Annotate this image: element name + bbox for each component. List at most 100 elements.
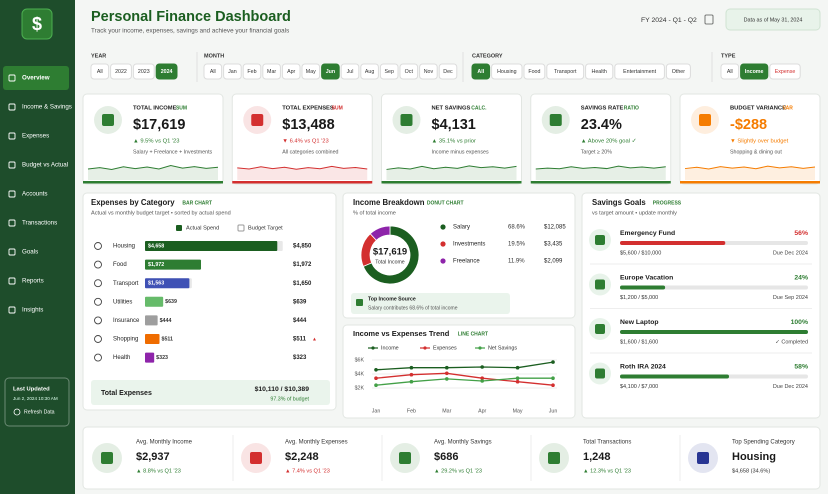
over-budget-alert: ▲ — [312, 336, 317, 342]
filter-option[interactable]: Housing — [497, 69, 516, 75]
nav-item[interactable]: Accounts — [22, 191, 47, 198]
filter-option[interactable]: Jun — [326, 69, 335, 75]
filter-button[interactable] — [203, 63, 223, 80]
filter-option[interactable]: Entertainment — [623, 69, 657, 75]
filter-button[interactable] — [281, 63, 301, 80]
filter-button[interactable] — [491, 63, 523, 80]
legend-swatch — [176, 225, 182, 231]
trend-point — [374, 368, 378, 372]
nav-item[interactable]: Overview — [22, 75, 50, 82]
logo-box — [21, 8, 53, 40]
stat-value: $2,937 — [136, 451, 170, 463]
filter-button[interactable] — [90, 63, 110, 80]
filter-option[interactable]: May — [306, 69, 316, 75]
refresh-button[interactable]: Refresh Data — [24, 409, 55, 415]
goal-bar — [620, 241, 726, 245]
filter-option[interactable]: Health — [592, 69, 607, 75]
filter-option[interactable]: Jan — [228, 69, 237, 75]
last-updated-label: Last Updated — [13, 387, 50, 393]
filter-option[interactable]: Sep — [384, 69, 393, 75]
stat-icon — [250, 452, 262, 464]
actual-bar — [145, 352, 155, 363]
filter-option[interactable]: Mar — [267, 69, 276, 75]
filter-button[interactable] — [321, 63, 340, 80]
filter-option[interactable]: Oct — [405, 69, 414, 75]
kpi-change: ▲ 35.1% vs prior — [432, 139, 476, 145]
filter-button[interactable] — [360, 63, 379, 80]
filter-button[interactable] — [523, 63, 546, 80]
filter-option[interactable]: Food — [528, 69, 540, 75]
filter-button[interactable] — [769, 63, 801, 80]
filter-button[interactable] — [155, 63, 178, 80]
filter-button[interactable] — [132, 63, 155, 80]
filter-button[interactable] — [301, 63, 321, 80]
filter-option[interactable]: Apr — [287, 69, 295, 75]
category-icon — [94, 260, 102, 269]
filter-option[interactable]: 2024 — [161, 69, 173, 75]
last-updated-box — [4, 377, 70, 427]
filter-button[interactable] — [340, 63, 360, 80]
nav-item[interactable]: Expenses — [22, 133, 49, 140]
nav-item[interactable]: Insights — [22, 307, 43, 314]
goals-panel — [581, 192, 821, 419]
filter-button[interactable] — [379, 63, 399, 80]
filter-button[interactable] — [665, 63, 691, 80]
filter-option[interactable]: Expense — [775, 69, 796, 75]
nav-icon — [8, 306, 16, 314]
kpi-accent — [680, 181, 820, 184]
nav-item[interactable]: Reports — [22, 278, 44, 285]
filter-option[interactable]: All — [97, 69, 103, 75]
kpi-icon — [102, 114, 114, 126]
category-name: Insurance — [113, 318, 140, 324]
filter-option[interactable]: All — [477, 69, 484, 75]
filter-option[interactable]: Other — [672, 69, 685, 75]
panel-tag: PROGRESS — [653, 200, 682, 206]
goal-name: Emergency Fund — [620, 230, 675, 237]
legend-item: Expenses — [433, 345, 457, 351]
kpi-tag: SUM — [176, 105, 187, 111]
nav-item[interactable]: Income & Savings — [22, 104, 72, 111]
nav-item[interactable]: Transactions — [22, 220, 57, 227]
filter-button[interactable] — [720, 63, 740, 80]
filter-button[interactable] — [110, 63, 132, 80]
filter-button[interactable] — [740, 63, 769, 80]
nav-icon — [8, 74, 16, 82]
trend-point — [409, 379, 414, 384]
kpi-icon — [549, 114, 562, 126]
filter-button[interactable] — [399, 63, 419, 80]
nav-item[interactable]: Goals — [22, 249, 38, 256]
filter-option[interactable]: Aug — [365, 69, 374, 75]
nav-item[interactable]: Budget vs Actual — [22, 162, 68, 169]
filter-button[interactable] — [614, 63, 665, 80]
nav-icon — [8, 103, 16, 111]
goal-name: Roth IRA 2024 — [620, 363, 666, 370]
filter-option[interactable]: Feb — [247, 69, 256, 75]
filter-button[interactable] — [546, 63, 585, 80]
filter-option[interactable]: All — [210, 69, 216, 75]
legend-dot — [371, 346, 375, 350]
filter-button[interactable] — [262, 63, 281, 80]
filter-button[interactable] — [438, 63, 458, 80]
filter-button[interactable] — [471, 63, 491, 80]
budget-value: $1,650 — [293, 281, 312, 287]
filter-button[interactable] — [419, 63, 438, 80]
filter-option[interactable]: 2023 — [138, 69, 150, 75]
filter-option[interactable]: Dec — [443, 69, 453, 75]
goal-pct: 56% — [794, 230, 808, 237]
filter-option[interactable]: Nov — [424, 69, 434, 75]
filter-button[interactable] — [223, 63, 242, 80]
budget-value: $4,850 — [293, 244, 312, 250]
filter-option[interactable]: Income — [745, 69, 764, 75]
filter-option[interactable]: Transport — [554, 69, 577, 75]
period: FY 2024 - Q1 - Q2 — [641, 17, 697, 24]
filter-option[interactable]: All — [727, 69, 733, 75]
income-pct: 11.9% — [508, 259, 525, 265]
trend-point — [551, 383, 555, 388]
filter-option[interactable]: Jul — [347, 69, 354, 75]
filter-button[interactable] — [242, 63, 262, 80]
filter-button[interactable] — [585, 63, 614, 80]
kpi-note: Shopping & dining out — [730, 149, 782, 155]
filter-option[interactable]: 2022 — [115, 69, 127, 75]
as-of: Data as of May 31, 2024 — [744, 17, 803, 23]
